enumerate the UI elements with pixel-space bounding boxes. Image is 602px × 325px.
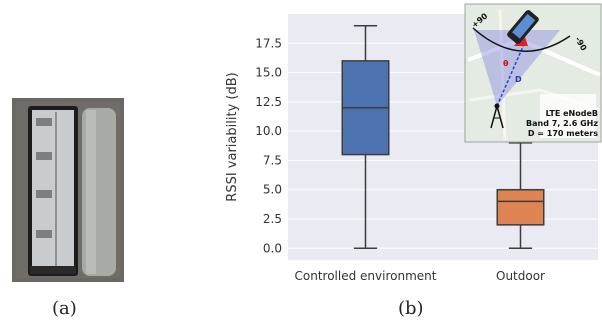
antenna-board (28, 106, 78, 276)
theta-label: θ (503, 59, 509, 68)
y-tick-label: 10.0 (255, 124, 282, 138)
distance-label: D (515, 75, 522, 84)
box-controlled (341, 24, 390, 250)
caption-b: (b) (398, 298, 424, 319)
angle-arc (472, 27, 571, 52)
y-axis-label: RSSI variability (dB) (225, 72, 240, 201)
cell-tower-icon (490, 103, 504, 129)
antenna-photo (12, 98, 124, 282)
x-tick-label: Controlled environment (295, 269, 437, 283)
y-tick-label: 5.0 (263, 183, 282, 197)
box-outdoor (496, 142, 545, 250)
caption-a: (a) (52, 298, 77, 319)
inset-map: +90 -90 θ D LTE eNodeB Band 7, 2.6 GHz D… (464, 3, 602, 143)
y-tick-label: 12.5 (255, 95, 282, 109)
smartphone-icon (507, 10, 539, 44)
distance-line (496, 41, 526, 107)
iqr-box (496, 188, 545, 226)
x-tick-label: Outdoor (496, 269, 545, 283)
boxes (341, 24, 545, 250)
station-line-2: Band 7, 2.6 GHz (526, 119, 598, 128)
station-line-3: D = 170 meters (528, 129, 598, 138)
x-ticks: Controlled environment Outdoor (295, 269, 546, 283)
y-tick-label: 7.5 (263, 153, 282, 167)
station-line-1: LTE eNodeB (546, 109, 598, 118)
y-ticks: 0.0 2.5 5.0 7.5 10.0 12.5 15.0 17.5 (255, 36, 282, 255)
antenna-radome (82, 108, 116, 276)
beam-cone (474, 30, 560, 106)
y-tick-label: 15.0 (255, 66, 282, 80)
y-tick-label: 17.5 (255, 36, 282, 50)
y-tick-label: 0.0 (263, 241, 282, 255)
y-tick-label: 2.5 (263, 212, 282, 226)
